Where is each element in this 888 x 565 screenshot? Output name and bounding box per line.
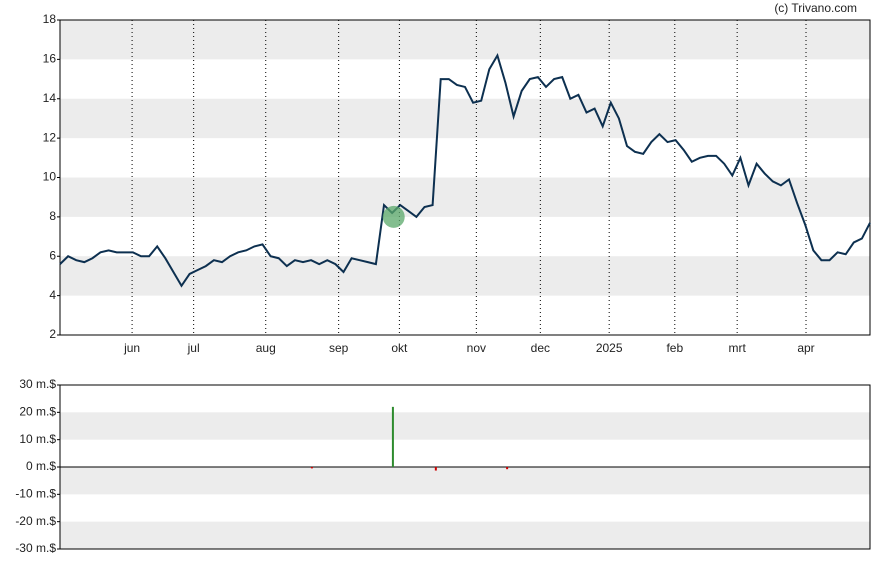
y-tick-label: 20 m.$	[19, 405, 56, 419]
y-tick-label: 0 m.$	[26, 459, 56, 473]
y-tick-label: -10 m.$	[15, 487, 56, 501]
y-tick-label: 18	[43, 12, 57, 26]
grid-band	[60, 412, 870, 440]
y-tick-label: 2	[49, 327, 56, 341]
bar	[434, 467, 437, 471]
x-tick-label: 2025	[596, 341, 623, 355]
price-line	[59, 52, 871, 288]
credit: (c) Trivano.com	[774, 1, 857, 15]
x-tick-label: mrt	[728, 341, 746, 355]
y-tick-label: 4	[49, 288, 56, 302]
bar	[506, 467, 509, 470]
y-tick-label: 8	[49, 209, 56, 223]
x-tick-label: aug	[256, 341, 276, 355]
x-tick-label: nov	[467, 341, 486, 355]
y-tick-label: 12	[43, 130, 57, 144]
grid-band	[60, 98, 870, 139]
y-tick-label: 16	[43, 52, 57, 66]
plot-frame	[59, 19, 871, 336]
grid-band	[60, 177, 870, 217]
bar	[391, 406, 394, 467]
grid-band	[60, 256, 870, 296]
x-tick-label: feb	[666, 341, 683, 355]
x-tick-label: apr	[797, 341, 814, 355]
y-tick-label: 6	[49, 248, 56, 262]
grid-band	[60, 467, 870, 495]
x-tick-label: okt	[391, 341, 408, 355]
grid-band	[60, 20, 870, 60]
y-tick-label: 10 m.$	[19, 432, 56, 446]
y-tick-label: 30 m.$	[19, 377, 56, 391]
y-tick-label: -30 m.$	[15, 541, 56, 555]
trade-marker	[382, 205, 405, 228]
x-tick-label: jun	[123, 341, 140, 355]
y-tick-label: 14	[43, 91, 57, 105]
y-tick-label: -20 m.$	[15, 514, 56, 528]
y-tick-label: 10	[43, 170, 57, 184]
x-tick-label: dec	[531, 341, 550, 355]
bar	[310, 467, 313, 469]
grid-band	[60, 521, 870, 549]
x-tick-label: sep	[329, 341, 349, 355]
x-tick-label: jul	[187, 341, 200, 355]
